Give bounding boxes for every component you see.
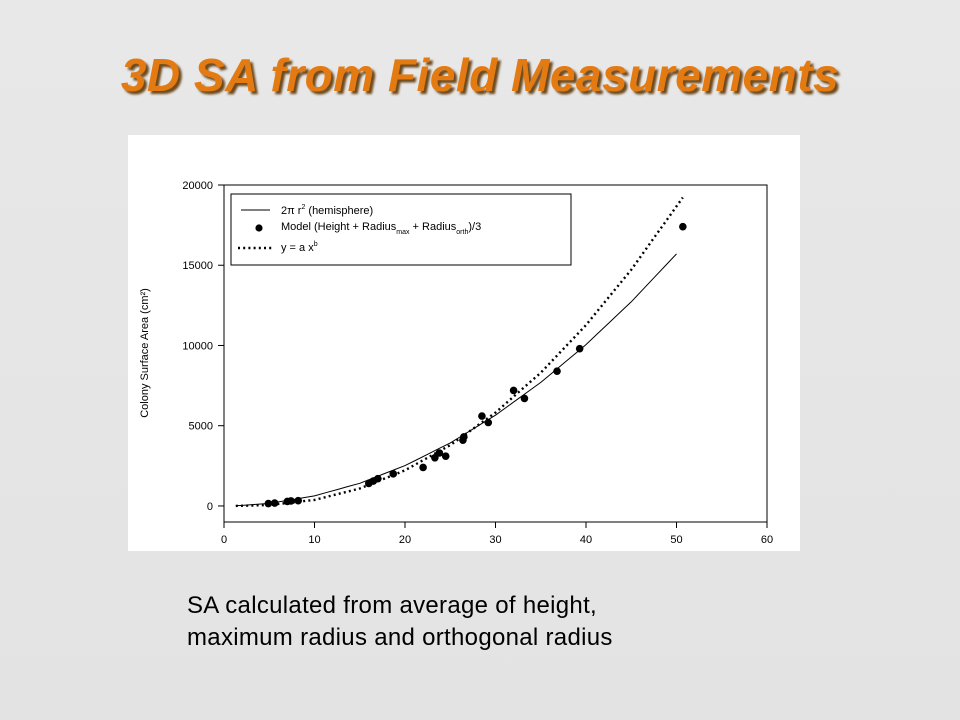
hemisphere-curve-series — [235, 253, 677, 507]
x-tick-label: 60 — [761, 534, 773, 546]
slide-title: 3D SA from Field Measurements — [120, 49, 840, 101]
y-axis: 0 5000 10000 15000 20000 — [182, 180, 224, 513]
legend-hemisphere-label: 2π r2 (hemisphere) — [281, 204, 373, 217]
data-point — [270, 499, 279, 507]
data-point — [575, 344, 584, 353]
data-point — [460, 433, 468, 441]
legend: 2π r2 (hemisphere) Model (Height + Radiu… — [230, 193, 572, 266]
x-tick-label: 30 — [489, 534, 501, 546]
data-point — [509, 386, 518, 395]
x-axis: 0 10 20 30 40 50 60 — [221, 522, 773, 546]
legend-box — [230, 193, 572, 266]
legend-model-label: Model (Height + Radiusmax + Radiusorth)/… — [281, 221, 481, 236]
legend-model-post: )/3 — [468, 221, 481, 233]
legend-hemisphere-pre: 2π r — [281, 205, 302, 217]
data-point — [294, 496, 303, 505]
hemisphere-curve-line — [235, 253, 677, 507]
model-points-series — [264, 222, 687, 508]
x-tick-label: 10 — [308, 534, 320, 546]
y-tick-label: 10000 — [182, 340, 213, 352]
legend-model-mid: + Radius — [410, 221, 457, 233]
y-tick-label: 5000 — [189, 421, 213, 433]
slide-caption: SA calculated from average of height, ma… — [187, 590, 827, 654]
legend-model-sub1: max — [396, 229, 410, 236]
data-point — [431, 454, 439, 462]
chart-svg: 0 5000 10000 15000 20000 0 10 20 30 40 50 60 Colon… — [139, 180, 773, 546]
data-point — [553, 367, 561, 375]
data-point — [520, 394, 529, 403]
legend-model-pre: Model (Height + Radius — [281, 221, 397, 233]
legend-hemisphere-post: (hemisphere) — [305, 205, 373, 217]
data-point — [484, 418, 493, 427]
data-point — [374, 474, 382, 483]
caption-line-1: SA calculated from average of height, — [187, 592, 598, 619]
chart-panel: 0 5000 10000 15000 20000 0 10 20 30 40 50 60 Colon… — [128, 135, 800, 551]
data-point — [441, 452, 450, 461]
data-point — [287, 497, 295, 505]
data-point — [389, 470, 398, 478]
y-axis-label-text: Colony Surface Area (cm²) — [139, 288, 151, 418]
y-tick-label: 20000 — [182, 180, 213, 192]
data-point — [478, 412, 486, 420]
legend-fit-sup: b — [314, 241, 318, 248]
legend-hemisphere-sup: 2 — [301, 204, 305, 211]
data-point — [419, 463, 427, 472]
x-tick-label: 50 — [670, 534, 682, 546]
data-point — [679, 222, 687, 231]
legend-fit-pre: y = a x — [281, 242, 314, 254]
legend-model-sub2: orth — [456, 229, 468, 236]
legend-fit-label: y = a xb — [281, 241, 318, 254]
x-tick-label: 0 — [221, 534, 227, 546]
y-tick-label: 0 — [207, 501, 213, 513]
data-point — [435, 449, 444, 457]
data-point — [264, 499, 273, 508]
legend-model-swatch — [255, 224, 263, 232]
y-axis-label: Colony Surface Area (cm²) — [139, 288, 151, 418]
y-tick-label: 15000 — [182, 260, 213, 272]
x-tick-label: 20 — [399, 534, 411, 546]
caption-line-2: maximum radius and orthogonal radius — [187, 624, 613, 651]
x-tick-label: 40 — [580, 534, 592, 546]
